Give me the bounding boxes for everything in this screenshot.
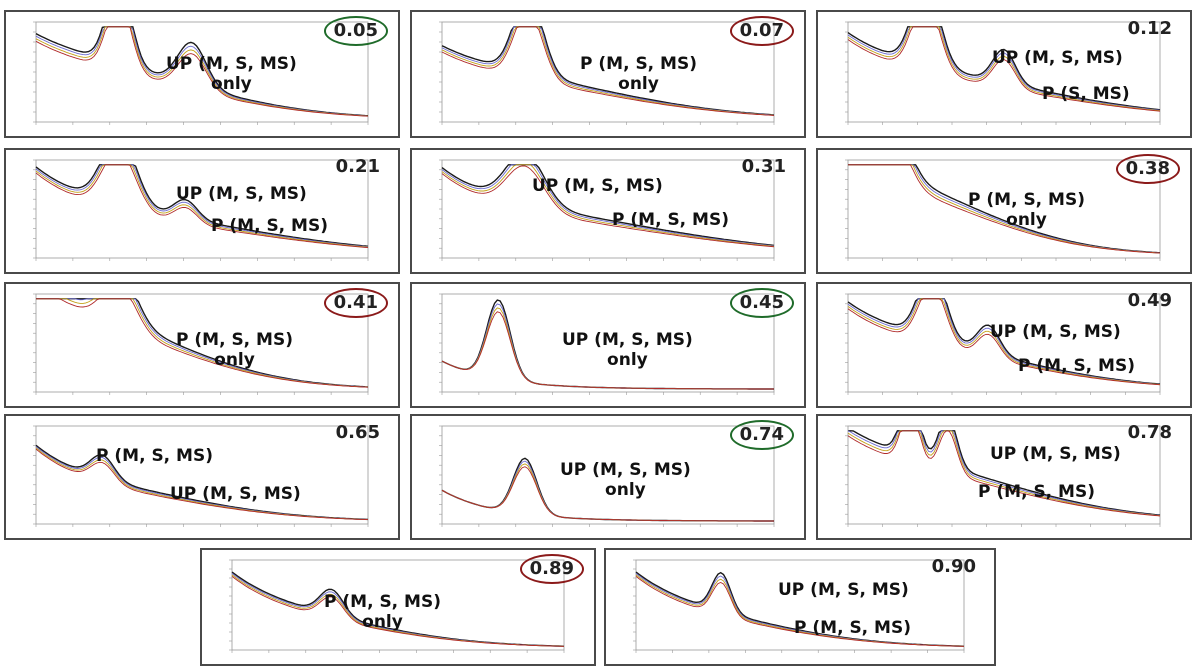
value-badge: 0.78 xyxy=(1120,420,1180,446)
annotation-p: P (M, S, MS) xyxy=(612,210,729,230)
panel-label: P (M, S, MS) only xyxy=(176,330,293,370)
annotation-up: UP (M, S, MS) xyxy=(532,176,663,196)
spectrum-panel-0.65: 0.65 P (M, S, MS) UP (M, S, MS) xyxy=(4,414,400,540)
value-badge: 0.05 xyxy=(324,16,388,46)
panel-label: UP (M, S, MS) only xyxy=(166,54,297,94)
annotation-p: P (M, S, MS) xyxy=(1018,356,1135,376)
value-badge: 0.90 xyxy=(924,554,984,580)
annotation-up: UP (M, S, MS) xyxy=(170,484,301,504)
annotation-up: UP (M, S, MS) xyxy=(778,580,909,600)
annotation-up: UP (M, S, MS) xyxy=(990,444,1121,464)
spectrum-panel-0.89: 0.89 P (M, S, MS) only xyxy=(200,548,596,666)
spectrum-panel-0.45: 0.45 UP (M, S, MS) only xyxy=(410,282,806,408)
spectrum-panel-0.74: 0.74 UP (M, S, MS) only xyxy=(410,414,806,540)
annotation-p: P (M, S, MS) xyxy=(978,482,1095,502)
value-badge: 0.65 xyxy=(328,420,388,446)
spectrum-panel-0.41: 0.41 P (M, S, MS) only xyxy=(4,282,400,408)
value-badge: 0.12 xyxy=(1120,16,1180,42)
spectrum-panel-0.38: 0.38 P (M, S, MS) only xyxy=(816,148,1192,274)
value-badge: 0.49 xyxy=(1120,288,1180,314)
spectrum-panel-0.21: 0.21 UP (M, S, MS) P (M, S, MS) xyxy=(4,148,400,274)
value-badge: 0.21 xyxy=(328,154,388,180)
panel-label: UP (M, S, MS) only xyxy=(562,330,693,370)
annotation-p: P (M, S, MS) xyxy=(794,618,911,638)
value-badge: 0.31 xyxy=(734,154,794,180)
plot-frame xyxy=(848,294,1160,392)
annotation-up: UP (M, S, MS) xyxy=(992,48,1123,68)
plot-frame xyxy=(848,22,1160,122)
panel-label: P (M, S, MS) only xyxy=(968,190,1085,230)
value-badge: 0.07 xyxy=(730,16,794,46)
spectrum-panel-0.05: 0.05 UP (M, S, MS) only xyxy=(4,10,400,138)
plot-frame xyxy=(36,160,368,258)
panel-label: P (M, S, MS) only xyxy=(324,592,441,632)
annotation-p: P (M, S, MS) xyxy=(96,446,213,466)
panel-label: UP (M, S, MS) only xyxy=(560,460,691,500)
spectrum-panel-0.90: 0.90 UP (M, S, MS) P (M, S, MS) xyxy=(604,548,996,666)
value-badge: 0.74 xyxy=(730,420,794,450)
annotation-up: UP (M, S, MS) xyxy=(990,322,1121,342)
spectrum-panel-0.78: 0.78 UP (M, S, MS) P (M, S, MS) xyxy=(816,414,1192,540)
annotation-p: P (S, MS) xyxy=(1042,84,1130,104)
spectrum-panel-0.49: 0.49 UP (M, S, MS) P (M, S, MS) xyxy=(816,282,1192,408)
spectrum-panel-0.07: 0.07 P (M, S, MS) only xyxy=(410,10,806,138)
annotation-p: P (M, S, MS) xyxy=(211,216,328,236)
spectrum-panel-0.12: 0.12 UP (M, S, MS) P (S, MS) xyxy=(816,10,1192,138)
value-badge: 0.89 xyxy=(520,554,584,584)
annotation-up: UP (M, S, MS) xyxy=(176,184,307,204)
plot-frame xyxy=(36,426,368,524)
value-badge: 0.38 xyxy=(1116,154,1180,184)
value-badge: 0.41 xyxy=(324,288,388,318)
plot-frame xyxy=(442,160,774,258)
spectrum-panel-0.31: 0.31 UP (M, S, MS) P (M, S, MS) xyxy=(410,148,806,274)
panel-label: P (M, S, MS) only xyxy=(580,54,697,94)
value-badge: 0.45 xyxy=(730,288,794,318)
